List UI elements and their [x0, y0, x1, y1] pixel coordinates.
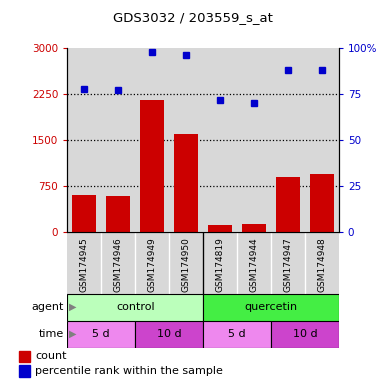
Bar [169, 232, 203, 294]
Text: GSM174950: GSM174950 [182, 237, 191, 292]
Text: 10 d: 10 d [293, 329, 317, 339]
Bar [305, 232, 339, 294]
Bar [203, 294, 339, 321]
Text: count: count [35, 351, 67, 361]
Bar [237, 232, 271, 294]
Text: control: control [116, 302, 154, 312]
Text: GSM174948: GSM174948 [317, 237, 326, 292]
Text: quercetin: quercetin [244, 302, 298, 312]
Text: ▶: ▶ [69, 302, 77, 312]
Bar [135, 232, 169, 294]
Text: GSM174949: GSM174949 [148, 237, 157, 292]
Bar [101, 48, 135, 232]
Bar [174, 134, 198, 232]
Bar [135, 48, 169, 232]
Text: 5 d: 5 d [92, 329, 110, 339]
Bar [242, 224, 266, 232]
Bar [72, 195, 96, 232]
Text: GSM174947: GSM174947 [283, 237, 293, 292]
Bar [276, 177, 300, 232]
Bar [208, 225, 232, 232]
Bar [67, 294, 203, 321]
Bar [271, 321, 339, 348]
Bar [135, 321, 203, 348]
Text: ▶: ▶ [69, 329, 77, 339]
Bar [169, 48, 203, 232]
Bar [305, 48, 339, 232]
Text: GSM174945: GSM174945 [80, 237, 89, 292]
Bar [203, 321, 271, 348]
Bar [19, 351, 30, 362]
Bar [67, 232, 101, 294]
Text: 5 d: 5 d [228, 329, 246, 339]
Text: GDS3032 / 203559_s_at: GDS3032 / 203559_s_at [112, 11, 273, 24]
Bar [106, 196, 130, 232]
Bar [203, 48, 237, 232]
Bar [203, 232, 237, 294]
Bar [140, 100, 164, 232]
Bar [271, 48, 305, 232]
Bar [67, 321, 135, 348]
Bar [271, 232, 305, 294]
Bar [310, 174, 334, 232]
Text: percentile rank within the sample: percentile rank within the sample [35, 366, 223, 376]
Text: agent: agent [31, 302, 64, 312]
Bar [101, 232, 135, 294]
Text: GSM174819: GSM174819 [216, 237, 224, 292]
Text: GSM174946: GSM174946 [114, 237, 123, 292]
Bar [19, 366, 30, 377]
Text: 10 d: 10 d [157, 329, 181, 339]
Bar [67, 48, 101, 232]
Text: time: time [38, 329, 64, 339]
Text: GSM174944: GSM174944 [249, 237, 258, 292]
Bar [237, 48, 271, 232]
